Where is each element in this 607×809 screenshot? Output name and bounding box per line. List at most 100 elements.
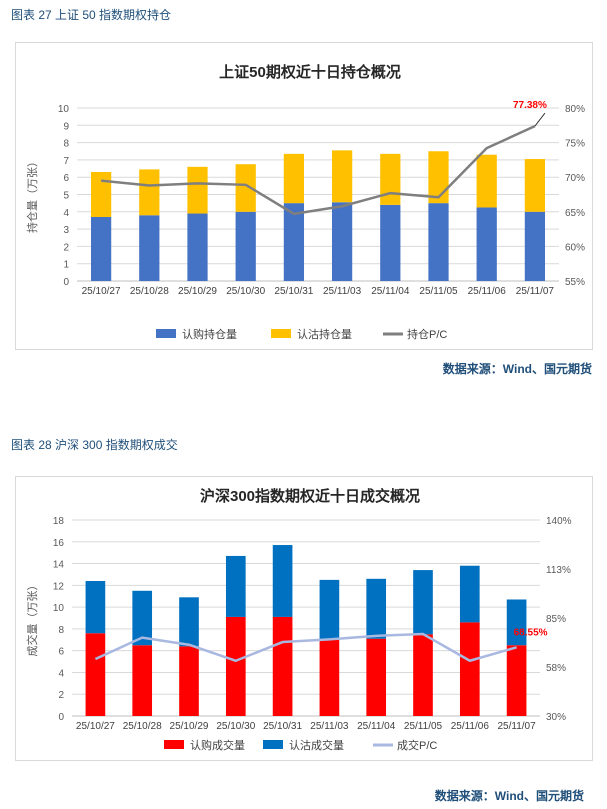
bar-call (331, 202, 353, 281)
x-tick-label: 25/10/27 (82, 286, 121, 297)
chart-1-svg: 上证50期权近十日持仓概况 0 1 2 3 4 5 6 7 8 9 10 55% 60% 65% 70% 75%… (25, 63, 585, 341)
legend-label: 认沽成交量 (289, 738, 344, 752)
x-tick-label: 25/10/30 (226, 286, 265, 297)
y-tick-label: 7 (63, 156, 69, 167)
y-tick-label: 8 (63, 139, 69, 150)
x-tick-label: 25/10/28 (130, 286, 169, 297)
x-tick-label: 25/11/05 (404, 721, 443, 732)
bar-put (90, 172, 112, 217)
bar-call (413, 634, 433, 716)
bar-call (476, 207, 497, 281)
y2-tick-label: 30% (546, 712, 566, 723)
bar-put (476, 154, 497, 208)
legend-swatch (156, 329, 176, 338)
bar-put (272, 545, 293, 617)
y-tick-label: 10 (58, 104, 70, 115)
y-tick-label: 6 (63, 173, 69, 184)
y-tick-label: 10 (53, 603, 65, 614)
bar-put (524, 159, 546, 212)
pc-annotation: 77.38% (513, 100, 547, 111)
x-tick-label: 25/10/28 (123, 721, 162, 732)
bar-put (225, 555, 246, 617)
bar-put (413, 570, 433, 635)
x-tick-label: 25/10/29 (170, 721, 209, 732)
legend-swatch (263, 740, 283, 749)
chart-2-svg: 沪深300指数期权近十日成交概况 0 2 4 6 8 10 12 14 16 18 30% 58% 85%… (25, 487, 572, 752)
y-tick-label: 4 (63, 208, 69, 219)
chart-title: 上证50期权近十日持仓概况 (219, 63, 401, 81)
y-tick-label: 8 (58, 625, 64, 636)
legend-label: 认购成交量 (190, 738, 245, 752)
y-tick-label: 1 (63, 260, 69, 271)
y2-tick-label: 80% (565, 104, 585, 115)
y-tick-label: 12 (53, 581, 65, 592)
chart-title: 沪深300指数期权近十日成交概况 (200, 487, 420, 505)
figure-27-source: 数据来源：Wind、国元期货 (442, 362, 592, 376)
legend-swatch (164, 740, 184, 749)
bar-call (366, 638, 387, 716)
chart-panel-1: 上证50期权近十日持仓概况 0 1 2 3 4 5 6 7 8 9 10 55% 60% 65% 70% 75%… (15, 42, 593, 350)
y2-tick-label: 75% (565, 139, 585, 150)
bar-put (459, 565, 480, 623)
pc-ratio-line (94, 632, 517, 663)
bar-put (366, 578, 387, 639)
y2-tick-label: 60% (565, 242, 585, 253)
bar-put (506, 599, 527, 646)
bar-put (235, 164, 256, 212)
bar-call (235, 211, 256, 281)
x-tick-label: 25/10/30 (216, 721, 255, 732)
bar-call (319, 639, 340, 716)
pc-annotation: 68.55% (514, 627, 548, 638)
y-tick-label: 4 (58, 668, 64, 679)
bar-call (90, 216, 112, 281)
x-tick-label: 25/11/03 (310, 721, 349, 732)
bar-call (506, 645, 527, 716)
bar-call (132, 645, 153, 716)
y2-tick-label: 113% (546, 565, 571, 576)
x-tick-label: 25/11/04 (371, 286, 410, 297)
bar-call (179, 646, 199, 716)
bar-call (272, 616, 293, 716)
bar-put (85, 580, 106, 634)
bar-put (132, 590, 153, 646)
bar-put (179, 597, 199, 647)
y-tick-label: 2 (63, 242, 69, 253)
y-tick-label: 0 (58, 712, 64, 723)
chart-panel-2: 沪深300指数期权近十日成交概况 0 2 4 6 8 10 12 14 16 18 30% 58% 85%… (15, 476, 593, 761)
x-tick-label: 25/10/31 (274, 286, 313, 297)
y2-tick-label: 55% (565, 277, 585, 288)
y2-tick-label: 58% (546, 663, 566, 674)
bar-call (524, 211, 546, 281)
bar-put (283, 153, 305, 204)
y-tick-label: 6 (58, 647, 64, 658)
y-tick-label: 5 (63, 191, 69, 202)
y-tick-label: 14 (53, 560, 65, 571)
bar-call (459, 622, 480, 716)
x-tick-label: 25/11/04 (357, 721, 396, 732)
x-tick-label: 25/10/29 (178, 286, 217, 297)
figure-28-caption: 图表 28 沪深 300 指数期权成交 (11, 438, 178, 452)
y2-tick-label: 70% (565, 173, 585, 184)
y2-tick-label: 65% (565, 208, 585, 219)
bar-put (139, 169, 160, 216)
y-tick-label: 9 (63, 121, 69, 132)
x-tick-label: 25/11/03 (323, 286, 362, 297)
x-tick-label: 25/11/07 (516, 286, 555, 297)
figure-27-caption: 图表 27 上证 50 指数期权持仓 (11, 8, 172, 22)
bar-call (283, 203, 305, 281)
x-tick-label: 25/11/05 (419, 286, 458, 297)
bar-put (428, 151, 449, 204)
bar-put (187, 166, 208, 214)
bar-put (331, 150, 353, 203)
bar-put (319, 579, 340, 640)
bar-call (85, 633, 106, 716)
bar-call (225, 616, 246, 716)
x-tick-label: 25/10/27 (76, 721, 115, 732)
x-tick-label: 25/11/07 (498, 721, 537, 732)
y-tick-label: 0 (63, 277, 69, 288)
y-axis-title: 成交量（万张） (25, 580, 39, 657)
y2-tick-label: 85% (546, 614, 566, 625)
y-axis-title: 持仓量（万张） (25, 156, 39, 233)
x-tick-label: 25/11/06 (451, 721, 490, 732)
bar-call (428, 203, 449, 281)
